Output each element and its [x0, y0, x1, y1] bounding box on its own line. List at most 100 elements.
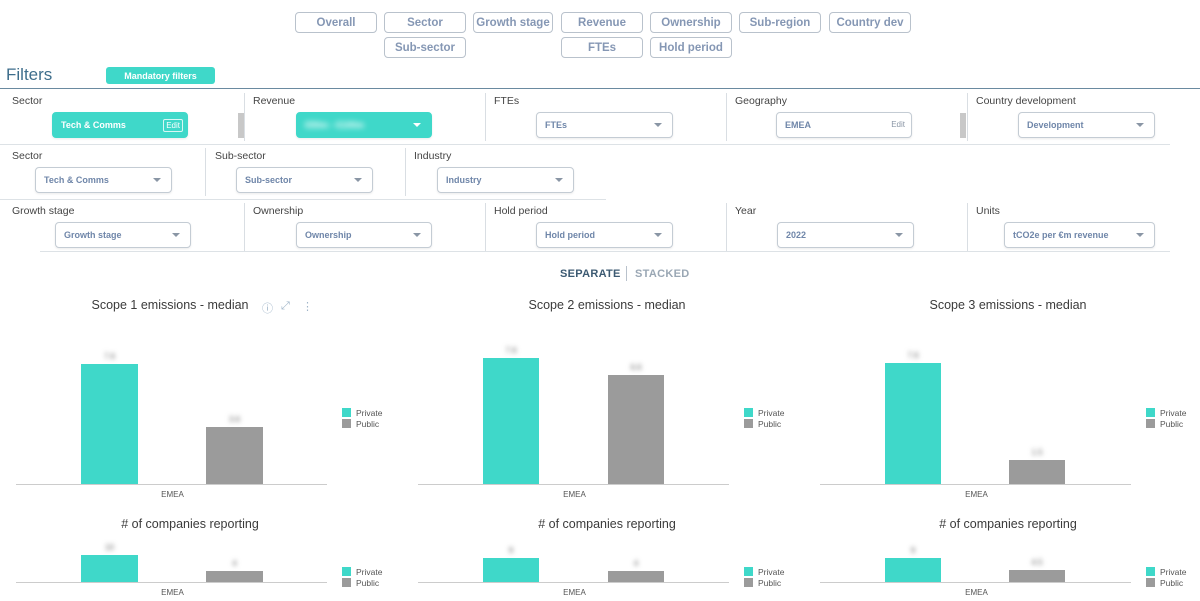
bar-private[interactable]	[483, 358, 539, 484]
chevron-down-icon	[153, 178, 161, 182]
legend-label: Private	[356, 407, 383, 418]
chevron-down-icon	[895, 233, 903, 237]
legend-swatch	[744, 419, 753, 428]
bar-private[interactable]	[483, 558, 539, 582]
units-select[interactable]: tCO2e per €m revenue	[1004, 222, 1155, 248]
geography-value: EMEA	[785, 120, 812, 130]
chart-legend: Private Public	[1146, 566, 1186, 588]
tab-hold-period[interactable]: Hold period	[650, 37, 732, 58]
more-icon[interactable]: ⋮	[302, 301, 313, 313]
legend-label: Private	[1160, 566, 1187, 577]
country-development-select[interactable]: Development	[1018, 112, 1155, 138]
legend-item-private[interactable]: Private	[744, 566, 784, 577]
geography-edit-button[interactable]: Edit	[891, 120, 905, 129]
bar-private[interactable]	[81, 364, 138, 484]
chart-title-scope1: Scope 1 emissions - median	[91, 298, 249, 312]
bar-private[interactable]	[81, 555, 138, 582]
filters-title: Filters	[6, 65, 53, 84]
legend-item-public[interactable]: Public	[342, 577, 382, 588]
geography-select[interactable]: EMEA Edit	[776, 112, 912, 138]
x-axis-line	[418, 484, 729, 485]
legend-item-private[interactable]: Private	[342, 566, 382, 577]
tab-ownership[interactable]: Ownership	[650, 12, 732, 33]
bar-public[interactable]	[608, 375, 664, 484]
bar-value-label: 4	[633, 559, 639, 568]
x-tick-label: EMEA	[161, 588, 184, 597]
divider	[485, 93, 486, 141]
industry-select[interactable]: Industry	[437, 167, 574, 193]
bar-public[interactable]	[1009, 570, 1065, 582]
chevron-down-icon	[413, 123, 421, 127]
ownership-label: Ownership	[253, 205, 304, 217]
bar-value-label: 4	[232, 559, 237, 568]
mandatory-filters-button[interactable]: Mandatory filters	[106, 67, 215, 84]
bar-private[interactable]	[885, 363, 941, 484]
bar-public[interactable]	[608, 571, 664, 582]
divider	[205, 148, 206, 196]
expand-icon[interactable]: ⤢	[281, 300, 290, 312]
legend-label: Public	[758, 577, 782, 588]
tab-ftes[interactable]: FTEs	[561, 37, 643, 58]
legend-label: Private	[1160, 407, 1187, 418]
legend-item-private[interactable]: Private	[1146, 566, 1186, 577]
sector-value: Tech & Comms	[61, 120, 126, 130]
industry-label: Industry	[414, 150, 452, 162]
legend-item-public[interactable]: Public	[744, 418, 784, 429]
divider	[244, 93, 245, 141]
x-tick-label: EMEA	[563, 490, 586, 499]
ownership-value: Ownership	[305, 230, 352, 240]
legend-swatch	[342, 408, 351, 417]
geography-label: Geography	[735, 95, 787, 107]
bar-public[interactable]	[1009, 460, 1065, 484]
bar-public[interactable]	[206, 571, 263, 582]
year-select[interactable]: 2022	[777, 222, 914, 248]
legend-label: Private	[758, 566, 785, 577]
sector-select[interactable]: Tech & Comms Edit	[52, 112, 188, 138]
tab-growth-stage[interactable]: Growth stage	[473, 12, 553, 33]
ftes-label: FTEs	[494, 95, 520, 107]
scroll-handle	[238, 113, 244, 138]
tab-sub-sector[interactable]: Sub-sector	[384, 37, 466, 58]
row-divider	[0, 144, 1170, 145]
sector-select-2[interactable]: Tech & Comms	[35, 167, 172, 193]
tab-sector[interactable]: Sector	[384, 12, 466, 33]
separate-toggle[interactable]: SEPARATE	[560, 268, 621, 280]
hold-period-value: Hold period	[545, 230, 595, 240]
tab-revenue[interactable]: Revenue	[561, 12, 643, 33]
sector-edit-button[interactable]: Edit	[163, 119, 183, 132]
country-development-label: Country development	[976, 95, 1076, 107]
x-tick-label: EMEA	[965, 490, 988, 499]
ftes-select[interactable]: FTEs	[536, 112, 673, 138]
chevron-down-icon	[654, 233, 662, 237]
stacked-toggle[interactable]: STACKED	[635, 268, 690, 280]
legend-item-public[interactable]: Public	[1146, 418, 1186, 429]
legend-item-public[interactable]: Public	[342, 418, 382, 429]
legend-label: Public	[1160, 577, 1184, 588]
divider	[967, 203, 968, 251]
hold-period-select[interactable]: Hold period	[536, 222, 673, 248]
chevron-down-icon	[654, 123, 662, 127]
ownership-select[interactable]: Ownership	[296, 222, 432, 248]
legend-item-public[interactable]: Public	[744, 577, 784, 588]
divider	[244, 203, 245, 251]
tab-overall[interactable]: Overall	[295, 12, 377, 33]
info-icon[interactable]: ⓘ	[262, 303, 273, 315]
chart-title-scope2: Scope 2 emissions - median	[528, 298, 686, 312]
legend-item-private[interactable]: Private	[342, 407, 382, 418]
growth-stage-select[interactable]: Growth stage	[55, 222, 191, 248]
legend-swatch	[1146, 567, 1155, 576]
bar-private[interactable]	[885, 558, 941, 582]
tab-country-dev[interactable]: Country dev	[829, 12, 911, 33]
legend-item-private[interactable]: Private	[744, 407, 784, 418]
year-label: Year	[735, 205, 757, 217]
legend-item-public[interactable]: Public	[1146, 577, 1186, 588]
legend-item-private[interactable]: Private	[1146, 407, 1186, 418]
sub-sector-select[interactable]: Sub-sector	[236, 167, 373, 193]
divider	[485, 203, 486, 251]
bar-public[interactable]	[206, 427, 263, 484]
bar-value-label: 1.5	[1031, 448, 1043, 457]
chart-title-companies-2: # of companies reporting	[538, 517, 676, 531]
tab-sub-region[interactable]: Sub-region	[739, 12, 821, 33]
x-tick-label: EMEA	[965, 588, 988, 597]
revenue-select[interactable]: €50m - €100m	[296, 112, 432, 138]
